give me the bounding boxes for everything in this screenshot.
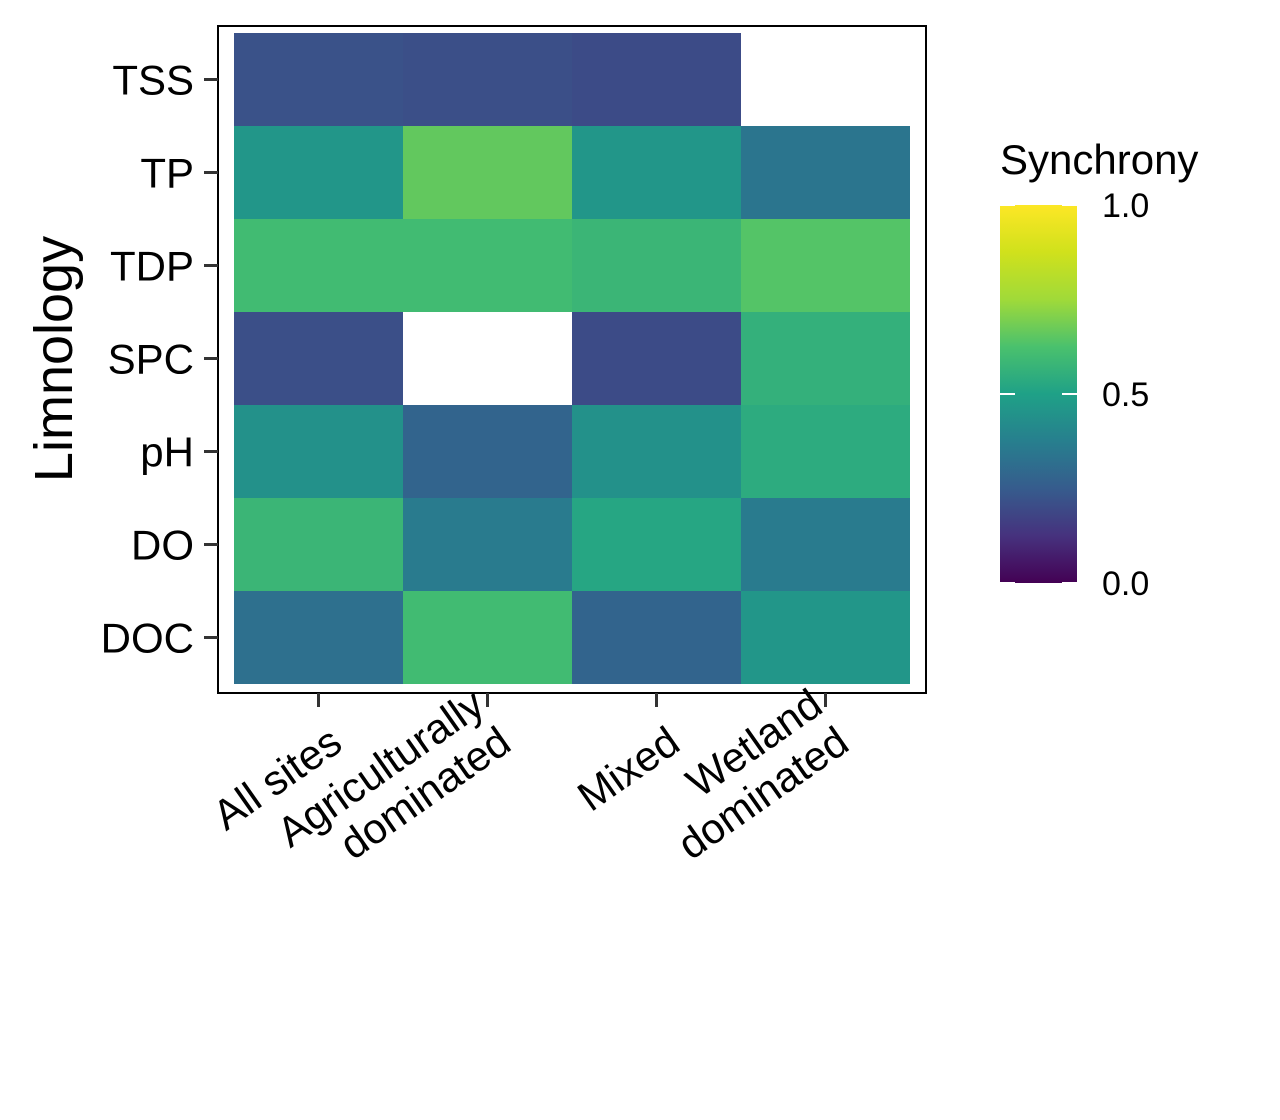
heatmap-cell bbox=[572, 219, 741, 312]
heatmap-cell bbox=[234, 312, 403, 405]
heatmap-cell bbox=[741, 219, 910, 312]
heatmap-cell bbox=[234, 33, 403, 126]
legend-tick-label: 0.5 bbox=[1102, 376, 1149, 414]
heatmap-cell bbox=[741, 405, 910, 498]
x-tick-label: Agriculturallydominated bbox=[268, 680, 518, 894]
heatmap-cell bbox=[234, 405, 403, 498]
heatmap-cell bbox=[403, 498, 572, 591]
heatmap-cell bbox=[572, 33, 741, 126]
heatmap-cell bbox=[403, 126, 572, 219]
legend-tick-label: 0.0 bbox=[1102, 565, 1149, 603]
heatmap-cell bbox=[234, 219, 403, 312]
y-tick-label: TSS bbox=[112, 57, 194, 104]
heatmap-cell bbox=[741, 126, 910, 219]
heatmap-cell bbox=[572, 126, 741, 219]
y-tick-label: SPC bbox=[108, 336, 194, 383]
heatmap-cell bbox=[403, 591, 572, 684]
heatmap-cell bbox=[403, 405, 572, 498]
heatmap-cell bbox=[741, 498, 910, 591]
heatmap-cells bbox=[234, 33, 910, 684]
heatmap-cell bbox=[741, 312, 910, 405]
y-tick-label: pH bbox=[140, 429, 194, 476]
heatmap-cell bbox=[234, 498, 403, 591]
legend-title: Synchrony bbox=[1000, 136, 1198, 183]
legend: Synchrony 0.0 0.5 1.0 bbox=[1000, 136, 1198, 603]
heatmap-cell bbox=[403, 219, 572, 312]
heatmap-cell bbox=[403, 33, 572, 126]
heatmap-cell bbox=[572, 312, 741, 405]
heatmap-cell bbox=[234, 126, 403, 219]
heatmap-cell bbox=[234, 591, 403, 684]
heatmap-cell bbox=[572, 498, 741, 591]
y-tick-label: TP bbox=[140, 150, 194, 197]
heatmap-cell bbox=[572, 591, 741, 684]
y-axis-title: Limnology bbox=[24, 236, 84, 482]
y-tick-label: DO bbox=[131, 522, 194, 569]
x-tick-label: Mixed bbox=[569, 717, 688, 820]
legend-tick-label: 1.0 bbox=[1102, 187, 1149, 225]
heatmap-cell bbox=[572, 405, 741, 498]
heatmap-cell bbox=[741, 591, 910, 684]
x-tick-label: Wetlanddominated bbox=[643, 680, 857, 869]
y-axis: TSS TP TDP SPC pH DO DOC bbox=[101, 57, 218, 662]
y-tick-label: DOC bbox=[101, 615, 194, 662]
y-tick-label: TDP bbox=[110, 243, 194, 290]
